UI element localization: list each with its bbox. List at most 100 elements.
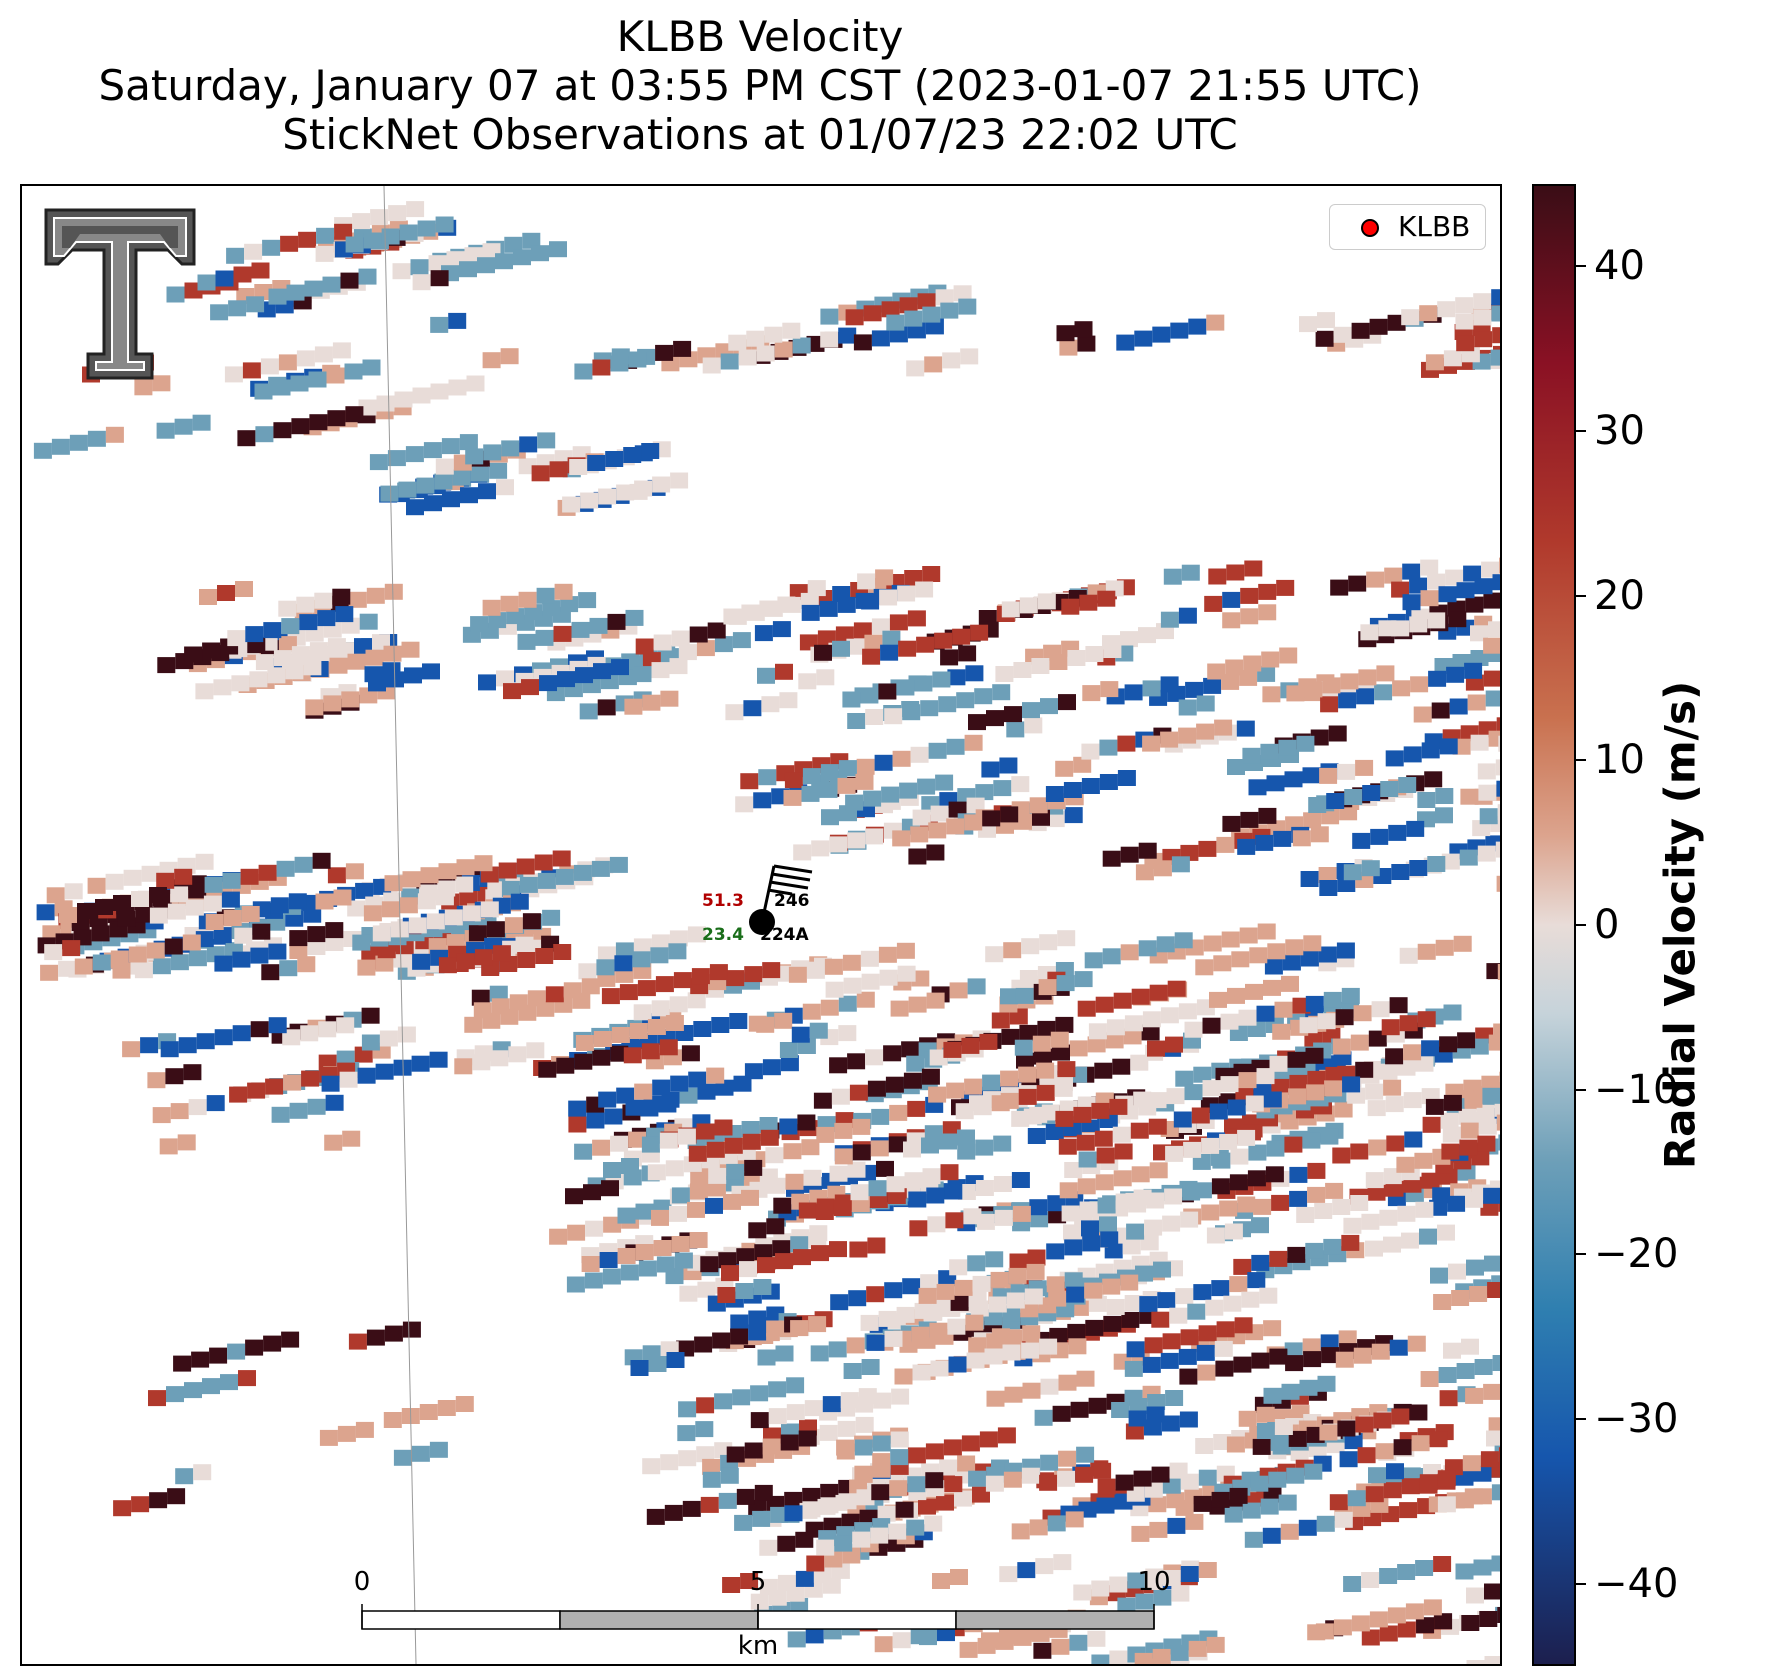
velocity-pixel [1289, 1190, 1308, 1207]
velocity-pixel [741, 1189, 759, 1206]
velocity-pixel [423, 442, 442, 459]
velocity-pixel [1459, 1139, 1478, 1156]
velocity-pixel [1173, 1111, 1192, 1128]
velocity-pixel [524, 604, 543, 621]
colorbar-tick-label: 0 [1594, 902, 1620, 948]
velocity-pixel [1021, 1342, 1040, 1359]
velocity-pixel [245, 626, 264, 643]
velocity-pixel [1496, 875, 1500, 892]
velocity-pixel [1026, 1263, 1045, 1280]
velocity-pixel [1310, 729, 1329, 746]
velocity-pixel [263, 622, 282, 639]
velocity-pixel [1178, 1003, 1197, 1020]
velocity-pixel [1040, 1454, 1059, 1471]
velocity-pixel [376, 395, 395, 412]
velocity-pixel [1091, 1580, 1110, 1597]
velocity-pixel [856, 758, 875, 775]
velocity-pixel [241, 906, 260, 922]
station-marker [749, 909, 775, 935]
velocity-pixel [609, 856, 628, 873]
velocity-pixel [217, 585, 235, 601]
velocity-pixel [268, 1017, 287, 1034]
velocity-pixel [1124, 1295, 1143, 1311]
velocity-pixel [795, 1531, 814, 1548]
velocity-pixel [1334, 1511, 1353, 1528]
velocity-pixel [1397, 1621, 1416, 1638]
velocity-pixel [1022, 1382, 1041, 1399]
velocity-pixel [1409, 616, 1428, 633]
velocity-pixel [574, 363, 593, 380]
velocity-pixel [651, 1000, 670, 1017]
velocity-pixel [779, 1042, 798, 1058]
velocity-pixel [702, 357, 721, 374]
velocity-pixel [197, 274, 216, 291]
velocity-pixel [393, 1449, 412, 1466]
velocity-pixel [542, 909, 561, 926]
velocity-pixel [1347, 1490, 1366, 1507]
velocity-pixel [598, 1091, 617, 1108]
velocity-pixel [1459, 849, 1478, 866]
velocity-pixel [1284, 771, 1303, 788]
velocity-pixel [1439, 1390, 1458, 1407]
velocity-pixel [878, 683, 897, 700]
velocity-pixel [384, 583, 403, 600]
velocity-pixel [772, 1240, 791, 1257]
map-legend: KLBB [1329, 204, 1486, 250]
velocity-pixel [660, 690, 679, 707]
velocity-pixel [1491, 1461, 1500, 1478]
velocity-pixel [774, 1012, 793, 1029]
velocity-pixel [773, 1197, 792, 1214]
velocity-pixel [1385, 1096, 1404, 1113]
velocity-pixel [1212, 1152, 1231, 1169]
velocity-pixel [1433, 1556, 1452, 1572]
velocity-pixel [968, 1337, 987, 1354]
velocity-pixel [1431, 702, 1450, 719]
velocity-pixel [943, 1041, 962, 1058]
velocity-pixel [517, 952, 536, 968]
velocity-pixel [1239, 669, 1258, 686]
velocity-pixel [1427, 573, 1446, 590]
velocity-pixel [1368, 1139, 1387, 1156]
velocity-pixel [1281, 975, 1299, 992]
velocity-pixel [1165, 1390, 1184, 1406]
velocity-pixel [527, 990, 546, 1007]
velocity-pixel [214, 955, 233, 972]
velocity-pixel [1045, 1124, 1064, 1140]
velocity-pixel [1387, 314, 1406, 331]
velocity-pixel [537, 872, 556, 889]
velocity-pixel [1169, 1462, 1188, 1479]
velocity-pixel [522, 913, 541, 930]
velocity-pixel [1196, 1344, 1215, 1361]
velocity-pixel [1324, 1080, 1343, 1097]
velocity-pixel [402, 871, 421, 888]
velocity-pixel [260, 358, 279, 375]
velocity-pixel [925, 1472, 944, 1489]
wind-barb-flag [771, 872, 811, 882]
velocity-pixel [1274, 1001, 1293, 1018]
velocity-pixel [1437, 1470, 1456, 1487]
radar-map[interactable]: KLBB 51.3 246 23.4 224A 0 5 10 km [20, 184, 1502, 1666]
velocity-pixel [1225, 659, 1244, 676]
velocity-pixel [856, 991, 875, 1008]
velocity-pixel [1425, 354, 1444, 371]
velocity-pixel [780, 1434, 799, 1451]
velocity-pixel [1014, 813, 1032, 830]
velocity-pixel [922, 566, 941, 582]
velocity-pixel [1343, 1576, 1362, 1592]
velocity-pixel [1055, 760, 1074, 777]
velocity-pixel [805, 1627, 824, 1644]
velocity-pixel [635, 1203, 654, 1220]
velocity-pixel [1314, 1203, 1333, 1219]
velocity-pixel [46, 887, 65, 904]
velocity-pixel [924, 356, 943, 373]
velocity-pixel [1488, 646, 1500, 662]
velocity-pixel [891, 1388, 910, 1405]
velocity-pixel [1258, 583, 1277, 600]
velocity-pixel [614, 955, 633, 972]
velocity-pixel [435, 458, 454, 475]
velocity-pixel [721, 1265, 739, 1282]
velocity-pixel [152, 375, 171, 392]
velocity-pixel [1112, 1058, 1131, 1075]
velocity-pixel [687, 1201, 705, 1218]
velocity-pixel [892, 830, 911, 847]
